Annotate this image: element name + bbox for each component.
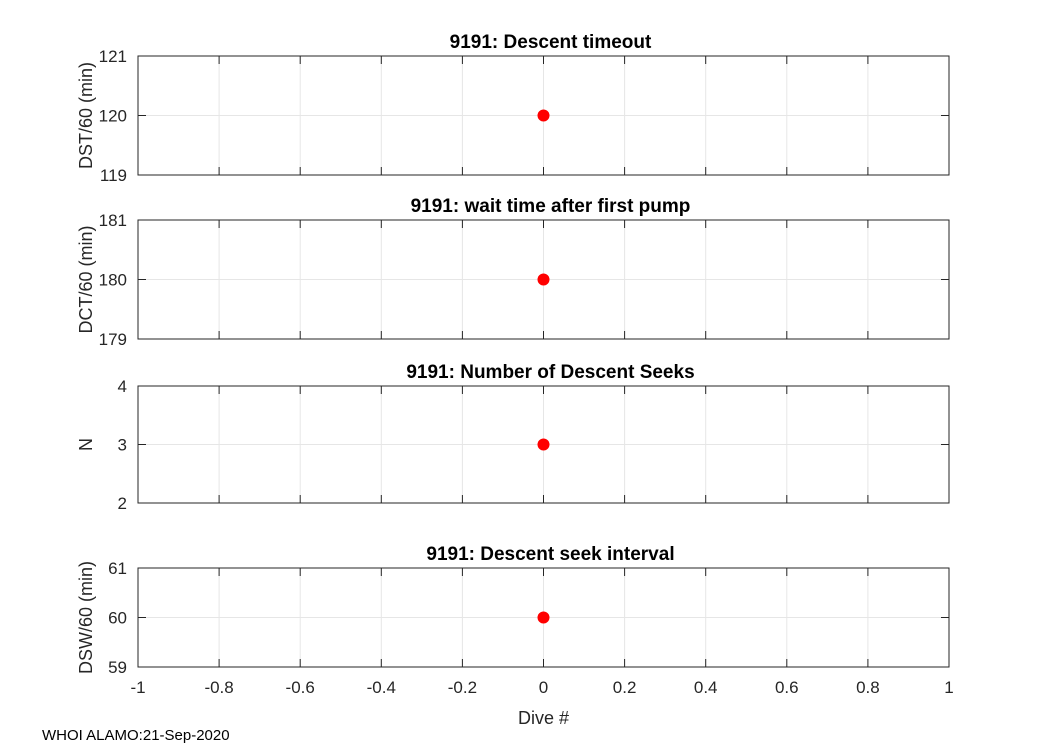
y-tick-label: 121: [99, 47, 127, 66]
y-tick-label: 120: [99, 107, 127, 126]
subplot-3: 2 3 4 9191: Number of Descent Seeks N: [76, 362, 950, 513]
y-tick-label: 179: [99, 330, 127, 349]
subplot-title: 9191: Descent seek interval: [426, 544, 674, 565]
x-tick-label: -0.6: [286, 678, 315, 697]
y-axis-label: N: [76, 438, 96, 451]
y-tick-label: 180: [99, 271, 127, 290]
subplot-4: -1 -0.8 -0.6 -0.4 -0.2 0 0.2 0.4 0.6 0.8 1 59 60 61 91…: [76, 544, 954, 728]
x-tick-label: 0.6: [775, 678, 799, 697]
y-tick-label: 60: [108, 609, 127, 628]
x-tick-label: -1: [130, 678, 145, 697]
y-tick-label: 119: [100, 166, 127, 185]
y-tick-label: 4: [118, 377, 127, 396]
subplot-title: 9191: wait time after first pump: [411, 196, 691, 217]
y-axis-label: DST/60 (min): [76, 62, 96, 169]
x-tick-label: 0.2: [613, 678, 637, 697]
y-tick-label: 61: [108, 559, 127, 578]
data-point: [537, 273, 550, 286]
subplot-1: 119 120 121 9191: Descent timeout DST/60 (mi…: [76, 32, 950, 185]
subplot-title: 9191: Number of Descent Seeks: [406, 362, 694, 383]
y-tick-label: 2: [118, 494, 127, 513]
data-point: [537, 109, 550, 122]
x-tick-label: 0.4: [694, 678, 718, 697]
subplot-title: 9191: Descent timeout: [450, 32, 652, 53]
data-point: [537, 438, 550, 451]
y-axis-label: DSW/60 (min): [76, 561, 96, 674]
x-tick-label: 1: [944, 678, 953, 697]
subplot-2: 179 180 181 9191: wait time after first pum…: [76, 196, 950, 349]
footer-stamp: WHOI ALAMO:21-Sep-2020: [42, 727, 230, 744]
x-tick-label: -0.4: [367, 678, 396, 697]
y-tick-label: 181: [99, 211, 127, 230]
x-tick-label: -0.8: [204, 678, 233, 697]
x-tick-label: 0: [539, 678, 548, 697]
y-axis-label: DCT/60 (min): [76, 225, 96, 333]
y-tick-label: 59: [108, 658, 127, 677]
data-point: [537, 611, 550, 624]
y-tick-label: 3: [118, 436, 127, 455]
x-tick-label: 0.8: [856, 678, 880, 697]
x-axis-label: Dive #: [518, 708, 569, 728]
x-tick-label: -0.2: [448, 678, 477, 697]
